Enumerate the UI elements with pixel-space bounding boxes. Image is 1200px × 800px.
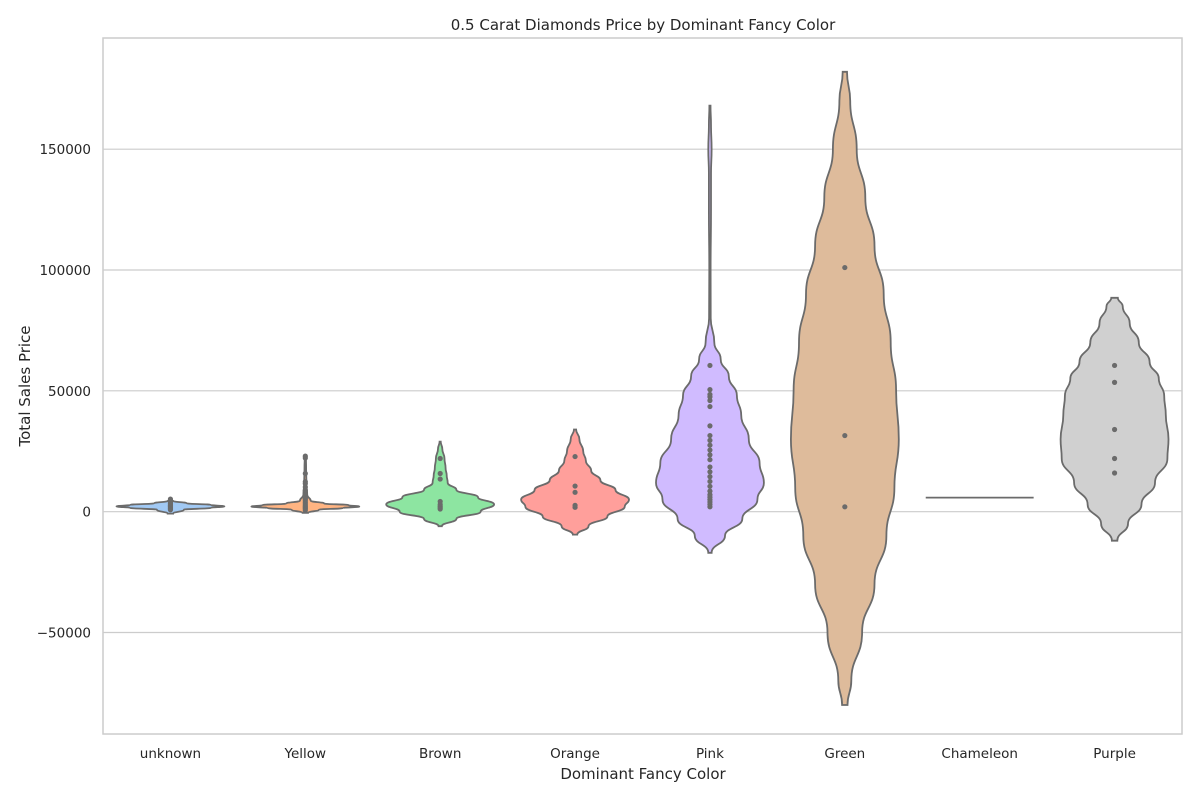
data-points [167, 264, 1118, 514]
point-pink [707, 469, 713, 475]
point-pink [707, 464, 713, 470]
point-brown [437, 470, 443, 477]
x-tick-labels: unknown Yellow Brown Orange Pink Green Chamele… [140, 746, 1136, 762]
point-pink [707, 478, 713, 485]
point-pink [707, 474, 713, 480]
point-purple [1111, 362, 1118, 369]
x-tick-label-chameleon: Chameleon [941, 746, 1018, 762]
point-purple [1111, 470, 1118, 476]
point-pink [707, 483, 713, 489]
point-pink [707, 457, 713, 463]
point-orange [572, 483, 578, 489]
point-brown [437, 476, 443, 482]
x-tick-label-yellow: Yellow [284, 746, 327, 762]
point-orange [572, 489, 578, 495]
point-pink [707, 391, 713, 398]
point-purple [1111, 426, 1118, 433]
point-orange [572, 502, 578, 508]
point-pink [707, 432, 713, 439]
x-tick-label-pink: Pink [696, 746, 724, 762]
y-tick-label: 50000 [48, 384, 91, 400]
x-tick-label-green: Green [824, 746, 865, 762]
point-purple [1111, 379, 1118, 385]
point-green [842, 432, 848, 439]
point-pink [707, 447, 713, 453]
violin-pink [655, 104, 765, 554]
point-pink [707, 423, 713, 429]
point-pink [707, 452, 713, 458]
x-axis-label: Dominant Fancy Color [560, 765, 726, 783]
violin-orange [520, 428, 630, 536]
point-yellow [302, 470, 308, 477]
y-tick-labels: −50000 0 50000 100000 150000 [37, 142, 91, 641]
x-tick-label-brown: Brown [419, 746, 461, 762]
violin-purple [1059, 296, 1170, 542]
y-tick-label: 100000 [39, 263, 91, 279]
x-tick-label-unknown: unknown [140, 746, 201, 762]
violins [115, 70, 1170, 706]
point-green [842, 264, 848, 271]
y-tick-label: 0 [82, 505, 91, 521]
point-pink [707, 437, 713, 443]
x-tick-label-orange: Orange [550, 746, 600, 762]
point-brown [437, 498, 443, 505]
point-pink [707, 442, 713, 448]
grid-lines [103, 148, 1182, 634]
plot-frame [102, 37, 1183, 735]
point-unknown [167, 496, 174, 502]
y-axis-label: Total Sales Price [16, 325, 34, 447]
point-green [842, 504, 848, 510]
point-orange [572, 453, 578, 460]
point-pink [707, 387, 713, 393]
point-yellow [302, 479, 308, 485]
point-pink [707, 362, 713, 369]
x-tick-label-purple: Purple [1093, 746, 1136, 762]
point-pink [707, 397, 713, 404]
violin-green [789, 70, 900, 706]
y-tick-label: 150000 [39, 142, 91, 158]
violin-brown [385, 440, 496, 528]
point-pink [707, 492, 713, 498]
point-purple [1111, 455, 1118, 462]
point-pink [707, 488, 713, 494]
chart-title: 0.5 Carat Diamonds Price by Dominant Fan… [451, 16, 836, 34]
point-brown [437, 455, 443, 462]
y-tick-label: −50000 [37, 626, 91, 642]
point-yellow [302, 453, 308, 459]
point-pink [707, 403, 713, 410]
